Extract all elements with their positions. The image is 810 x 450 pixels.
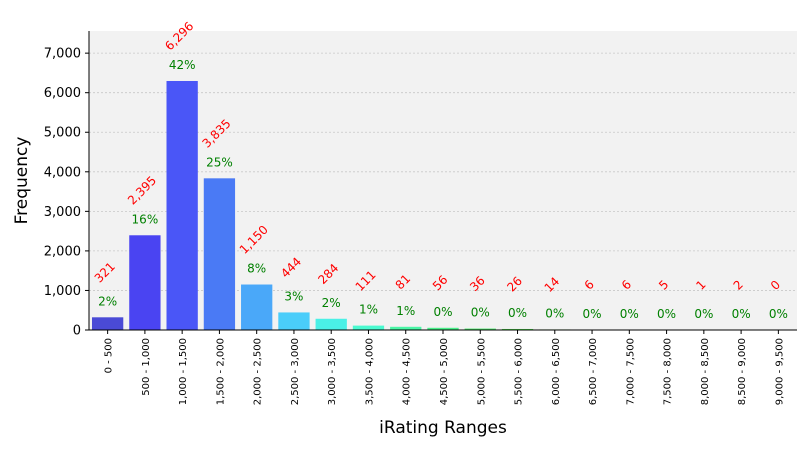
percent-label: 0% (433, 305, 452, 319)
y-tick-label: 3,000 (44, 205, 81, 220)
percent-label: 0% (657, 307, 676, 321)
percent-label: 42% (169, 58, 196, 72)
x-tick-label: 0 - 500 (104, 338, 115, 373)
y-tick-label: 7,000 (44, 47, 81, 62)
percent-label: 0% (732, 307, 751, 321)
x-tick-label: 5,500 - 6,000 (514, 338, 525, 405)
bar (129, 235, 161, 330)
percent-label: 0% (769, 307, 788, 321)
y-axis-title: Frequency (12, 137, 32, 225)
y-tick-label: 1,000 (44, 284, 81, 299)
y-tick-label: 0 (73, 324, 81, 339)
x-tick-label: 4,500 - 5,000 (439, 338, 450, 405)
y-tick-label: 2,000 (44, 244, 81, 259)
bar (203, 178, 236, 330)
bar (352, 325, 385, 330)
bar (241, 284, 273, 330)
y-tick-label: 6,000 (44, 86, 81, 101)
y-tick-label: 4,000 (44, 165, 81, 180)
bar (315, 318, 347, 330)
percent-label: 16% (132, 212, 159, 226)
percent-label: 0% (694, 307, 713, 321)
x-tick-label: 1,500 - 2,000 (215, 338, 226, 405)
x-tick-label: 3,500 - 4,000 (364, 338, 375, 405)
x-tick-label: 500 - 1,000 (141, 338, 152, 396)
x-tick-label: 8,500 - 9,000 (737, 338, 748, 405)
percent-label: 3% (284, 289, 303, 303)
percent-label: 8% (247, 262, 266, 276)
x-tick-label: 9,000 - 9,500 (774, 338, 785, 405)
bars (91, 80, 757, 330)
percent-label: 25% (206, 155, 233, 169)
bar (166, 80, 198, 330)
x-tick-label: 3,000 - 3,500 (327, 338, 338, 405)
x-tick-label: 2,500 - 3,000 (290, 338, 301, 405)
percent-label: 0% (471, 306, 490, 320)
bar (390, 326, 422, 330)
x-tick-label: 5,000 - 5,500 (476, 338, 487, 405)
percent-label: 0% (583, 307, 602, 321)
axes: 0 1,000 2,000 3,000 4,000 5,000 6,000 7,000 0 - … (44, 31, 797, 405)
bar (464, 328, 496, 330)
percent-label: 1% (396, 304, 415, 318)
x-tick-label: 6,500 - 7,000 (588, 338, 599, 405)
x-tick-label: 7,000 - 7,500 (625, 338, 636, 405)
bar (91, 317, 124, 330)
x-tick-label: 4,000 - 4,500 (402, 338, 413, 405)
percent-label: 0% (620, 307, 639, 321)
y-tick-label: 5,000 (44, 126, 81, 141)
x-tick-label: 6,000 - 6,500 (551, 338, 562, 405)
percent-label: 2% (98, 294, 117, 308)
percent-label: 1% (359, 303, 378, 317)
percent-label: 0% (545, 306, 564, 320)
x-tick-label: 1,000 - 1,500 (178, 338, 189, 405)
bar (427, 327, 459, 330)
x-tick-label: 2,000 - 2,500 (253, 338, 264, 405)
x-tick-label: 7,500 - 8,000 (663, 338, 674, 405)
bar (501, 328, 534, 330)
x-tick-label: 8,000 - 8,500 (700, 338, 711, 405)
bar (278, 312, 310, 330)
percent-label: 2% (322, 296, 341, 310)
x-axis-title: iRating Ranges (379, 418, 507, 438)
percent-label: 0% (508, 306, 527, 320)
